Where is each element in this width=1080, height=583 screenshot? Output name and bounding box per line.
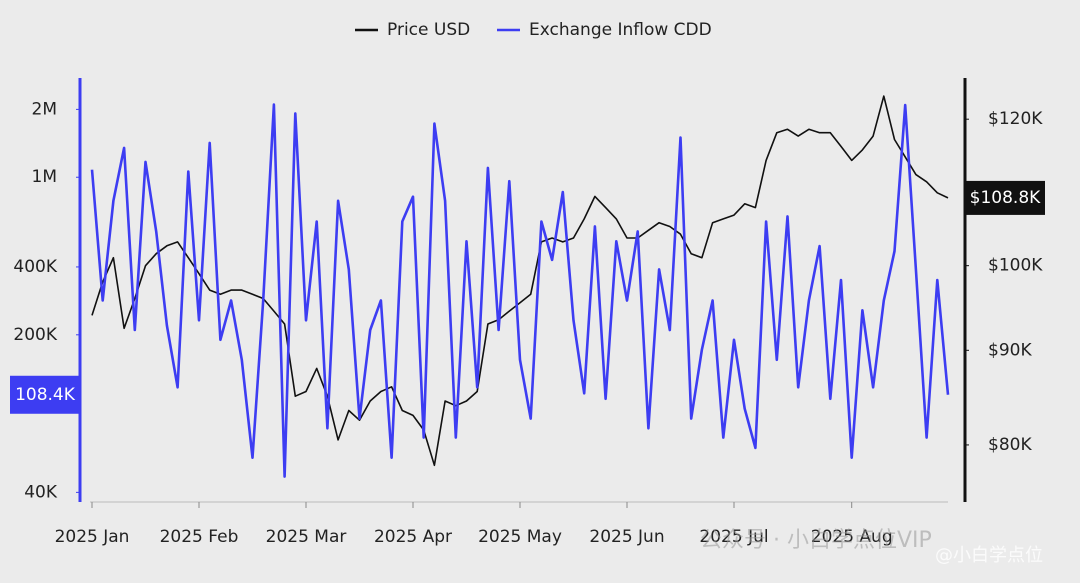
last-value-label: $108.8K [970,188,1041,208]
x-tick-label: 2025 Jan [55,527,130,547]
series-line [91,95,949,467]
x-tick-label: 2025 Apr [374,527,452,547]
x-tick-label: 2025 Jul [699,527,768,547]
last-value-label: 108.4K [15,385,76,405]
watermark: @小白学点位 [935,545,1043,566]
y2-tick-label: $90K [988,340,1032,360]
x-tick-label: 2025 Aug [811,527,893,547]
y-tick-label: 400K [13,257,57,277]
watermark: 公众号 · 小白学点位VIP [700,528,932,553]
y2-tick-label: $80K [988,435,1032,455]
y-tick-label: 40K [24,482,58,502]
legend-label: Exchange Inflow CDD [529,20,712,40]
x-tick-label: 2025 May [478,527,562,547]
last-value-badge [965,180,1045,215]
series-line [90,103,950,478]
y2-tick-label: $120K [988,109,1043,129]
y-tick-label: 200K [13,325,57,345]
legend-label: Price USD [387,20,470,40]
y-tick-label: 1M [32,167,57,187]
x-tick-label: 2025 Jun [589,527,664,547]
last-value-badge [10,375,80,414]
x-tick-label: 2025 Feb [160,527,239,547]
y-tick-label: 2M [32,99,57,119]
x-tick-label: 2025 Mar [266,527,347,547]
y2-tick-label: $100K [988,256,1043,276]
